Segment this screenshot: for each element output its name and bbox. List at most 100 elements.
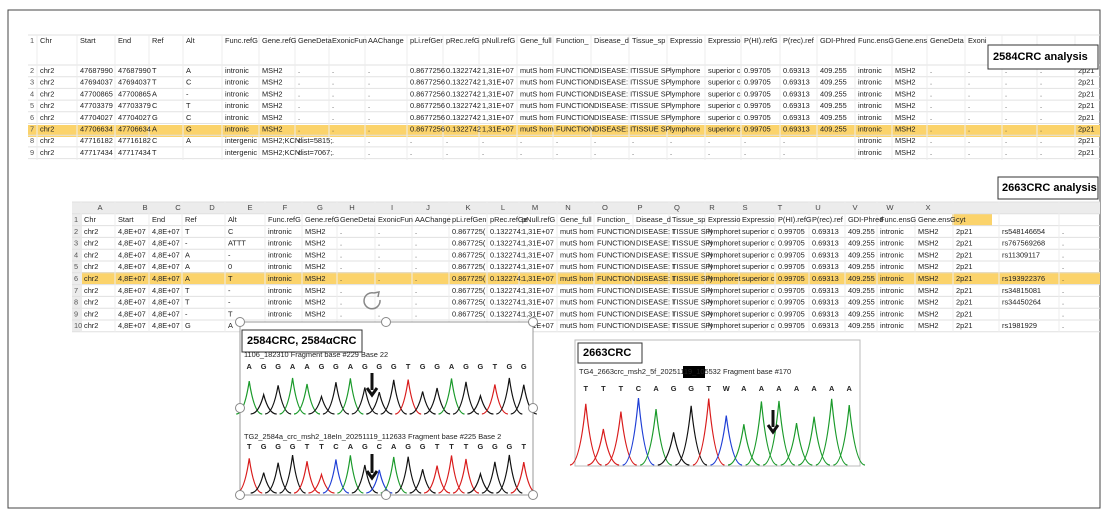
cell: T	[185, 286, 190, 295]
cell: 0.69313	[812, 274, 839, 283]
cell: .	[368, 148, 370, 157]
cell: 0.69313	[783, 113, 810, 122]
cell: C	[152, 136, 158, 145]
base-call: A	[811, 384, 817, 393]
row-number: 1	[74, 215, 78, 224]
cell: DISEASE: I	[636, 321, 674, 330]
cell: MSH2	[918, 286, 939, 295]
base-call: G	[463, 362, 469, 371]
table-2584: 123456789ChrStartEndRefAltFunc.refGGene.…	[28, 35, 1100, 160]
cell: MSH2	[895, 78, 916, 87]
cell: chr2	[40, 148, 54, 157]
cell: 4,8E+07	[152, 286, 180, 295]
cell: .	[415, 262, 417, 271]
cell: -	[185, 239, 188, 248]
cell: MSH2	[895, 66, 916, 75]
cell: intronic	[880, 286, 904, 295]
cell: 4,8E+07	[152, 298, 180, 307]
cell: MSH2	[262, 78, 283, 87]
cell: .	[415, 309, 417, 318]
cell: TISSUE SPI	[672, 262, 713, 271]
cell: .	[332, 78, 334, 87]
column-header: P(HI).refG	[744, 36, 778, 45]
cell: 2p21	[956, 250, 972, 259]
row-number: 2	[74, 227, 78, 236]
cell: 47717434	[118, 148, 151, 157]
base-call: T	[706, 384, 711, 393]
cell: mutS hom	[520, 124, 554, 133]
cell: 0.99705	[778, 309, 805, 318]
cell: .	[556, 136, 558, 145]
cell: A	[185, 250, 190, 259]
cell: .	[298, 78, 300, 87]
cell: FUNCTION	[556, 78, 594, 87]
cell: FUNCTION	[597, 286, 635, 295]
cell: intronic	[880, 239, 904, 248]
cell: DISEASE: I	[594, 66, 632, 75]
column-header: Chr	[40, 36, 52, 45]
cell: T	[152, 78, 157, 87]
cell: 2p21	[1078, 89, 1094, 98]
cell: 0.867725(	[452, 250, 486, 259]
cell: 2p21	[1078, 124, 1094, 133]
base-call: C	[636, 384, 642, 393]
cell: 47704027	[118, 113, 151, 122]
cell: chr2	[84, 250, 98, 259]
cell: chr2	[40, 89, 54, 98]
base-call: A	[847, 384, 853, 393]
cell: 409.255	[820, 101, 847, 110]
base-call: A	[304, 362, 310, 371]
cell: 0.69313	[812, 321, 839, 330]
column-header: Start	[80, 36, 96, 45]
cell: 409.255	[848, 262, 875, 271]
column-header: Disease_d	[636, 215, 671, 224]
cell: DISEASE: I	[636, 274, 674, 283]
row-number: 4	[74, 250, 78, 259]
cell: .	[968, 136, 970, 145]
cell: DISEASE: I	[594, 78, 632, 87]
cell: .	[1062, 227, 1064, 236]
cell: .	[1062, 250, 1064, 259]
cell: 409.255	[848, 250, 875, 259]
base-call: G	[671, 384, 677, 393]
cell: intronic	[225, 78, 249, 87]
base-call: G	[376, 362, 382, 371]
cell: 0.132274:	[490, 298, 523, 307]
resize-handle	[382, 491, 391, 500]
cell: A	[152, 89, 157, 98]
cell: FUNCTION	[597, 239, 635, 248]
cell: 0.99705	[778, 298, 805, 307]
cell: 0.867725(	[452, 239, 486, 248]
base-call: G	[688, 384, 694, 393]
cell: intronic	[225, 101, 249, 110]
column-header: Tissue_sp	[672, 215, 705, 224]
cell: .	[930, 124, 932, 133]
cell: 0.69313	[812, 227, 839, 236]
cell: chr2	[84, 227, 98, 236]
cell: 1,31E+07	[482, 78, 514, 87]
cell: .	[1005, 113, 1007, 122]
cell: MSH2	[895, 136, 916, 145]
cell: intronic	[268, 298, 292, 307]
row-number: 7	[74, 286, 78, 295]
cell: chr2	[40, 136, 54, 145]
cell: .	[298, 89, 300, 98]
column-letter: L	[501, 203, 505, 212]
column-header: Exoni	[968, 36, 987, 45]
base-call: W	[723, 384, 730, 393]
cell: 4,8E+07	[152, 309, 180, 318]
cell: 4,8E+07	[152, 274, 180, 283]
cell: lymphore	[670, 89, 700, 98]
cell: DISEASE: I	[594, 124, 632, 133]
figure: 123456789ChrStartEndRefAltFunc.refGGene.…	[0, 0, 1105, 510]
cell: A	[186, 136, 191, 145]
cell: .	[446, 148, 448, 157]
column-header: pLi.refGen	[452, 215, 487, 224]
column-header: Start	[118, 215, 134, 224]
cell: dist=5815;	[298, 136, 332, 145]
cell: 0.99705	[778, 262, 805, 271]
cell: intronic	[858, 136, 882, 145]
base-call: G	[319, 362, 325, 371]
cell: rs34815081	[1002, 286, 1041, 295]
row-number: 2	[30, 66, 34, 75]
